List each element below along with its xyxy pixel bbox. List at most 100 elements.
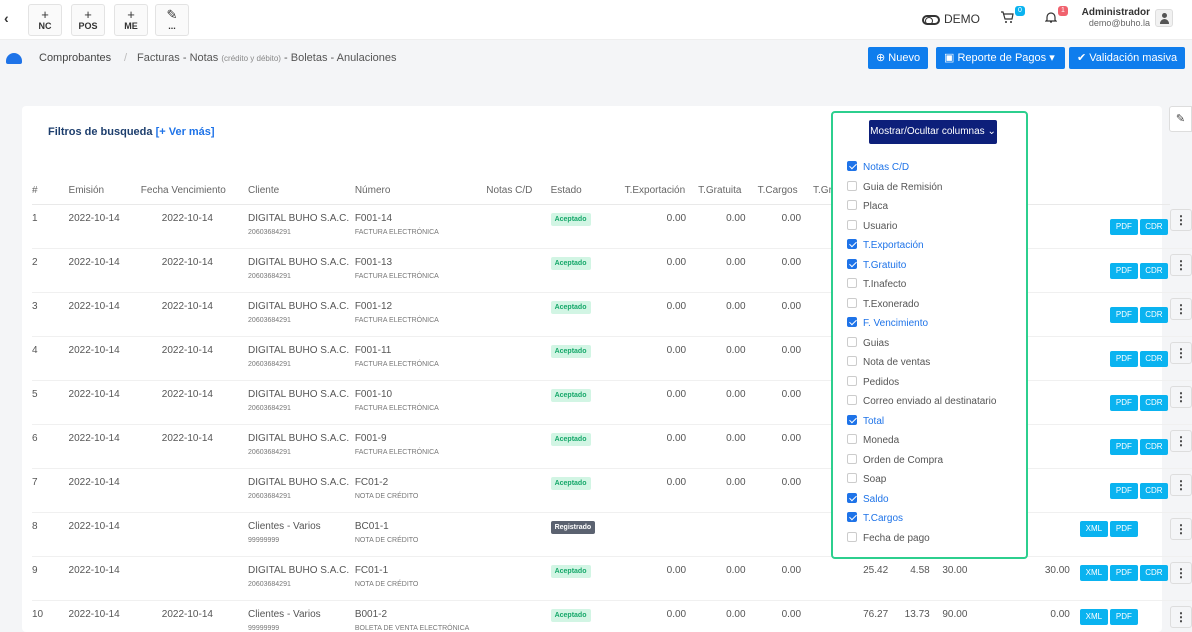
- demo-toggle[interactable]: DEMO: [922, 12, 980, 26]
- column-option[interactable]: Saldo: [847, 492, 889, 507]
- table-row[interactable]: 9 2022-10-14 DIGITAL BUHO S.A.C. 2060368429…: [32, 556, 1192, 601]
- kebab-menu-icon[interactable]: ⋮: [1170, 385, 1192, 408]
- column-option[interactable]: Correo enviado al destinatario: [847, 395, 996, 409]
- quick-new-nc-button[interactable]: + NC: [28, 4, 62, 36]
- back-arrow-icon[interactable]: ‹: [4, 10, 9, 26]
- column-option[interactable]: Usuario: [847, 219, 897, 234]
- kebab-menu-icon[interactable]: ⋮: [1170, 473, 1192, 496]
- checkbox[interactable]: [847, 239, 857, 249]
- cdr-button[interactable]: CDR: [1139, 564, 1168, 581]
- col-header-number[interactable]: #: [32, 178, 57, 205]
- payments-report-button[interactable]: ▣ Reporte de Pagos ▾: [936, 47, 1065, 69]
- checkbox[interactable]: [847, 336, 857, 347]
- breadcrumb-root[interactable]: Comprobantes: [39, 52, 112, 64]
- pdf-button[interactable]: PDF: [1109, 306, 1138, 323]
- cdr-button[interactable]: CDR: [1139, 438, 1168, 455]
- new-button[interactable]: ⊕ Nuevo: [868, 47, 928, 69]
- pdf-button[interactable]: PDF: [1109, 394, 1138, 411]
- column-option[interactable]: T.Inafecto: [847, 278, 906, 292]
- col-header-emision[interactable]: Emisión: [56, 178, 141, 205]
- checkbox[interactable]: [847, 453, 857, 464]
- bulk-validation-button[interactable]: ✔ Validación masiva: [1069, 47, 1185, 69]
- column-option[interactable]: Pedidos: [847, 375, 899, 390]
- checkbox[interactable]: [847, 375, 857, 386]
- checkbox[interactable]: [847, 161, 857, 171]
- kebab-menu-icon[interactable]: ⋮: [1170, 209, 1192, 231]
- checkbox[interactable]: [847, 317, 857, 327]
- checkbox[interactable]: [847, 297, 857, 308]
- pdf-button[interactable]: PDF: [1109, 520, 1138, 537]
- cdr-button[interactable]: CDR: [1139, 394, 1168, 411]
- column-option[interactable]: Total: [847, 414, 884, 429]
- checkbox[interactable]: [847, 512, 857, 522]
- kebab-menu-icon[interactable]: ⋮: [1170, 297, 1192, 320]
- column-option[interactable]: T.Exonerado: [847, 297, 919, 312]
- notifications-button[interactable]: 1: [1044, 6, 1068, 27]
- col-header-cargos[interactable]: T.Cargos: [757, 178, 814, 205]
- brush-icon[interactable]: ✎: [1169, 106, 1192, 132]
- checkbox[interactable]: [847, 180, 857, 191]
- column-option[interactable]: Nota de ventas: [847, 356, 930, 370]
- checkbox[interactable]: [847, 258, 857, 269]
- col-header-numero[interactable]: Número: [354, 178, 487, 205]
- cdr-button[interactable]: CDR: [1139, 262, 1168, 279]
- checkbox[interactable]: [847, 434, 857, 444]
- column-option[interactable]: F. Vencimiento: [847, 317, 928, 331]
- pdf-button[interactable]: PDF: [1109, 482, 1138, 499]
- pdf-button[interactable]: PDF: [1109, 218, 1138, 235]
- quick-edit-button[interactable]: ✎ ...: [155, 4, 189, 36]
- table-row[interactable]: 1 2022-10-14 2022-10-14 DIGITAL BUHO S.A.C.…: [32, 204, 1192, 249]
- column-option[interactable]: Notas C/D: [847, 161, 909, 175]
- user-menu[interactable]: Administrador demo@buho.la: [1080, 7, 1150, 28]
- kebab-menu-icon[interactable]: ⋮: [1170, 341, 1192, 364]
- column-option[interactable]: Moneda: [847, 434, 899, 448]
- pdf-button[interactable]: PDF: [1109, 350, 1138, 367]
- kebab-menu-icon[interactable]: ⋮: [1170, 253, 1192, 276]
- pdf-button[interactable]: PDF: [1109, 608, 1138, 625]
- col-header-exportacion[interactable]: T.Exportación: [624, 178, 699, 205]
- cdr-button[interactable]: CDR: [1139, 218, 1168, 235]
- checkbox[interactable]: [847, 473, 857, 483]
- show-hide-columns-button[interactable]: Mostrar/Ocultar columnas ⌄: [869, 120, 997, 144]
- checkbox[interactable]: [847, 395, 857, 405]
- xml-button[interactable]: XML: [1079, 520, 1108, 537]
- column-option[interactable]: Orden de Compra: [847, 453, 943, 468]
- xml-button[interactable]: XML: [1079, 564, 1108, 581]
- pdf-button[interactable]: PDF: [1109, 262, 1138, 279]
- cdr-button[interactable]: CDR: [1139, 482, 1168, 499]
- col-header-cliente[interactable]: Cliente: [248, 178, 355, 205]
- pdf-button[interactable]: PDF: [1109, 564, 1138, 581]
- col-header-notas[interactable]: Notas C/D: [486, 178, 551, 205]
- checkbox[interactable]: [847, 278, 857, 288]
- column-option[interactable]: T.Cargos: [847, 512, 903, 526]
- column-option[interactable]: Soap: [847, 473, 886, 487]
- checkbox[interactable]: [847, 531, 857, 542]
- kebab-menu-icon[interactable]: ⋮: [1170, 605, 1192, 628]
- column-option[interactable]: Placa: [847, 200, 888, 214]
- column-option[interactable]: Fecha de pago: [847, 531, 930, 546]
- checkbox[interactable]: [847, 414, 857, 425]
- quick-new-me-button[interactable]: + ME: [114, 4, 148, 36]
- column-option[interactable]: Guia de Remisión: [847, 180, 942, 195]
- xml-button[interactable]: XML: [1079, 608, 1108, 625]
- checkbox[interactable]: [847, 356, 857, 366]
- col-header-vencimiento[interactable]: Fecha Vencimiento: [140, 178, 249, 205]
- quick-new-pos-button[interactable]: + POS: [71, 4, 105, 36]
- kebab-menu-icon[interactable]: ⋮: [1170, 429, 1192, 452]
- col-header-gratuita[interactable]: T.Gratuita: [698, 178, 758, 205]
- kebab-menu-icon[interactable]: ⋮: [1170, 517, 1192, 540]
- col-header-estado[interactable]: Estado: [550, 178, 625, 205]
- checkbox[interactable]: [847, 219, 857, 230]
- avatar[interactable]: [1155, 9, 1173, 27]
- cart-button[interactable]: 0: [1000, 6, 1025, 27]
- pdf-button[interactable]: PDF: [1109, 438, 1138, 455]
- checkbox[interactable]: [847, 492, 857, 503]
- column-option[interactable]: Guias: [847, 336, 889, 351]
- checkbox[interactable]: [847, 200, 857, 210]
- show-more-link[interactable]: [+ Ver más]: [155, 126, 215, 138]
- column-option[interactable]: T.Exportación: [847, 239, 924, 253]
- cdr-button[interactable]: CDR: [1139, 350, 1168, 367]
- column-option[interactable]: T.Gratuito: [847, 258, 906, 273]
- table-row[interactable]: 10 2022-10-14 2022-10-14 Clientes - Varios 9…: [32, 600, 1192, 632]
- cdr-button[interactable]: CDR: [1139, 306, 1168, 323]
